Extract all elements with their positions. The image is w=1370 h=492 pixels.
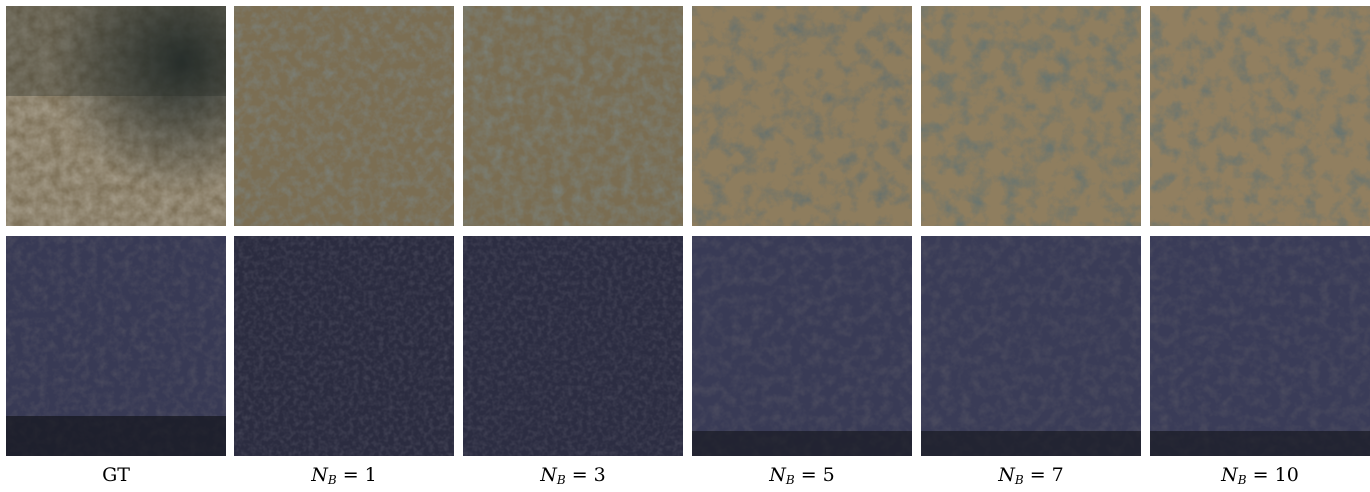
tile-arid-nb7 — [921, 6, 1141, 226]
column-labels: GT NB = 1 NB = 3 NB = 5 NB = 7 NB = 10 — [6, 463, 1364, 489]
label-nb1: NB = 1 — [311, 464, 377, 487]
tile-forest-nb7 — [921, 236, 1141, 456]
tile-arid-gt — [6, 6, 226, 226]
label-nb3: NB = 3 — [540, 464, 606, 487]
tile-forest-nb1 — [234, 236, 454, 456]
tile-forest-gt — [6, 236, 226, 456]
label-nb10: NB = 10 — [1221, 464, 1299, 487]
tile-arid-nb5 — [692, 6, 912, 226]
label-nb5: NB = 5 — [769, 464, 835, 487]
tile-arid-nb3 — [463, 6, 683, 226]
tile-forest-nb10 — [1150, 236, 1370, 456]
label-nb7: NB = 7 — [998, 464, 1064, 487]
tile-arid-nb10 — [1150, 6, 1370, 226]
tile-forest-nb3 — [463, 236, 683, 456]
image-grid — [6, 6, 1370, 456]
tile-forest-nb5 — [692, 236, 912, 456]
tile-arid-nb1 — [234, 6, 454, 226]
label-gt: GT — [102, 464, 130, 486]
